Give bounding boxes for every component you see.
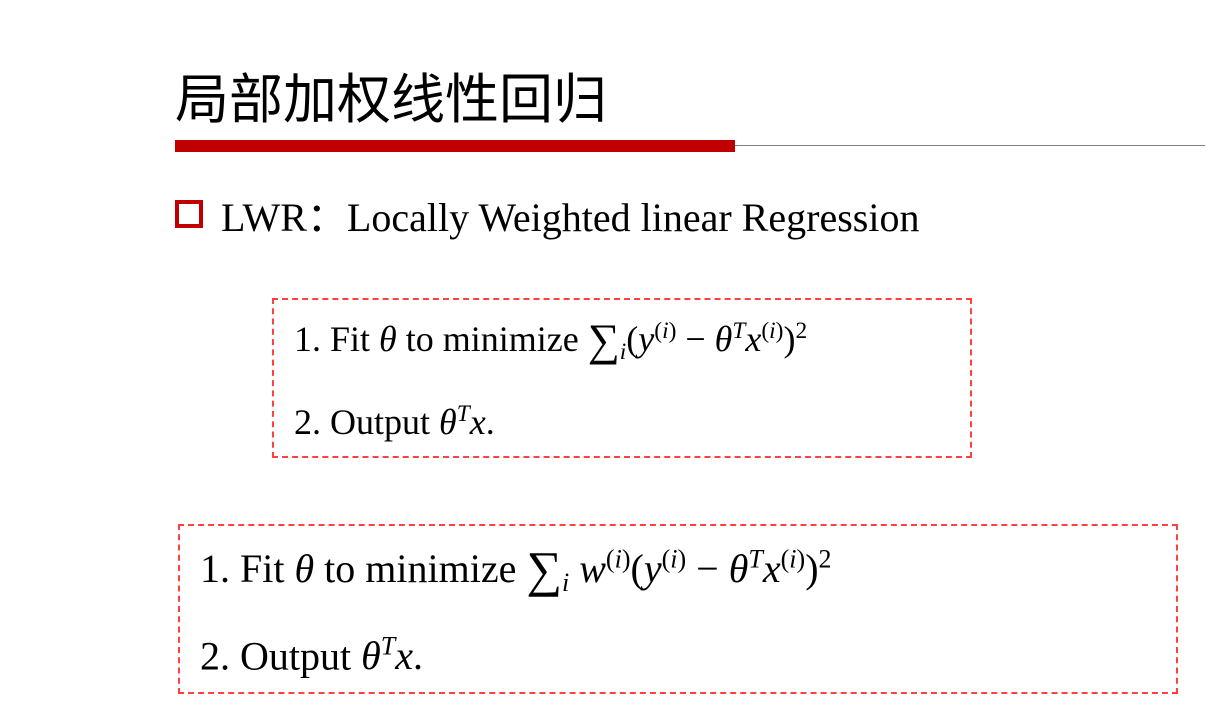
ols-step2-formula: θTx.: [439, 402, 495, 442]
lwr-step2-prefix: 2. Output: [200, 633, 361, 678]
lwr-step1-mid: to minimize: [314, 546, 526, 591]
ols-step2-prefix: 2. Output: [294, 402, 439, 442]
slide-title: 局部加权线性回归: [175, 55, 607, 134]
ols-step1-formula: ∑i(y(i) − θTx(i))2: [588, 319, 807, 359]
ols-step1-prefix: 1. Fit: [294, 319, 379, 359]
algorithm-box-lwr: 1. Fit θ to minimize ∑i w(i)(y(i) − θTx(…: [178, 524, 1178, 694]
ols-step1-theta: θ: [379, 319, 397, 359]
algorithm-box-ols: 1. Fit θ to minimize ∑i(y(i) − θTx(i))2 …: [272, 298, 972, 458]
bullet-row: LWR：Locally Weighted linear Regression: [175, 185, 919, 243]
lwr-step1-theta: θ: [294, 546, 314, 591]
ols-step-2: 2. Output θTx.: [294, 403, 950, 440]
lwr-step1-prefix: 1. Fit: [200, 546, 294, 591]
ols-step-1: 1. Fit θ to minimize ∑i(y(i) − θTx(i))2: [294, 314, 950, 365]
title-underline: [175, 140, 1205, 152]
lwr-step2-formula: θTx.: [361, 633, 423, 678]
lwr-step1-formula: ∑i w(i)(y(i) − θTx(i))2: [526, 546, 831, 591]
square-bullet-icon: [175, 200, 203, 228]
bullet-text: LWR：Locally Weighted linear Regression: [221, 185, 919, 243]
underline-thick: [175, 140, 735, 152]
underline-thin: [735, 145, 1205, 146]
lwr-step-1: 1. Fit θ to minimize ∑i w(i)(y(i) − θTx(…: [200, 540, 1156, 596]
ols-step1-mid: to minimize: [397, 319, 588, 359]
slide: 局部加权线性回归 LWR：Locally Weighted linear Reg…: [0, 0, 1222, 718]
lwr-step-2: 2. Output θTx.: [200, 634, 1156, 676]
